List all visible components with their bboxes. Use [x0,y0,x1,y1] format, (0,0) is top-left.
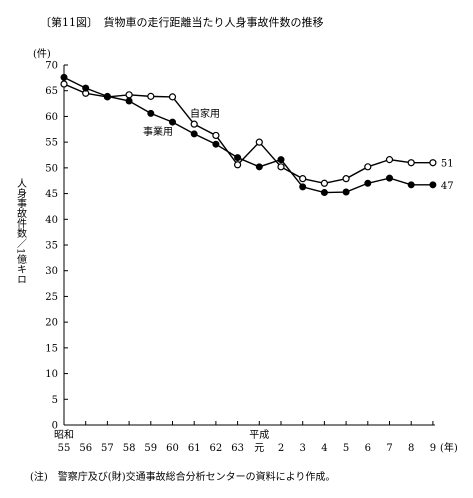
data-point [429,181,437,189]
data-point [103,92,111,100]
y-tick-label: 55 [45,138,58,149]
data-point [342,175,350,183]
y-tick-label: 15 [45,343,58,354]
x-tick-label: 57 [101,443,114,454]
data-point [60,73,68,81]
x-tick-label: 58 [123,443,136,454]
series-line [63,76,433,194]
data-point [234,161,242,169]
data-point [364,163,372,171]
y-tick-label: 65 [45,86,58,97]
series-end-label: 47 [441,181,454,192]
y-axis-label: 人身事故件数／1億キロ [15,178,27,285]
series-line [63,83,433,185]
y-tick-label: 5 [52,395,58,406]
data-point [364,179,372,187]
data-point [212,140,220,148]
x-tick-label: 59 [144,443,157,454]
y-tick-label: 25 [45,292,58,303]
axes [63,64,435,426]
x-tick-label: 2 [278,443,284,454]
x-tick-label: 5 [343,443,349,454]
x-axis-unit: (年) [440,441,458,454]
data-point [125,91,133,99]
data-point [320,179,328,187]
data-point [277,163,285,171]
y-tick-label: 10 [45,369,58,380]
x-tick-label: 63 [231,443,244,454]
data-point [212,131,220,140]
series-group [60,73,437,197]
x-tick-label: 61 [188,443,201,454]
data-point [168,93,177,101]
era-label: 昭和 [54,429,74,441]
x-tick-label: 55 [58,443,71,454]
series-1 [60,80,437,187]
x-tick-label: 60 [166,443,179,454]
y-tick-label: 70 [45,61,58,72]
chart-title: 〔第11図〕 貨物車の走行距離当たり人身事故件数の推移 [40,15,324,29]
data-point [342,188,350,196]
data-point [255,163,263,171]
data-point [147,109,155,117]
x-tick-label: 4 [321,443,327,454]
source-note: (注) 警察庁及び(財)交通事故総合分析センターの資料により作成。 [30,470,335,483]
data-point [299,175,307,183]
data-point [82,84,90,92]
data-point [147,92,155,100]
series-name-label: 自家用 [190,107,220,120]
y-tick-label: 50 [45,163,58,174]
x-tick-labels: 55 56 57 58 59 60 61 62 63 元 2 3 4 5 6 7 8 9昭和 平成 [54,429,436,454]
y-tick-label: 40 [45,215,58,226]
y-tick-label: 60 [45,112,58,123]
data-point [125,97,133,105]
data-point [169,118,176,126]
y-tick-labels: 0 5 10 15 20 25 30 35 40 45 50 55 60 65 70 [45,61,58,432]
data-point [429,159,437,167]
series-name-label: 事業用 [143,125,173,138]
x-tick-label: 9 [430,443,436,454]
y-tick-label: 0 [52,421,58,432]
data-point [277,156,285,164]
x-tick-label: 56 [79,443,92,454]
data-point [60,80,68,88]
x-tick-label: 62 [210,443,223,454]
y-tick-label: 30 [45,266,58,277]
data-point [320,189,328,197]
x-tick-label: 3 [300,443,306,454]
data-point [234,154,242,162]
y-tick-label: 35 [45,241,58,252]
series-end-label: 51 [441,159,454,170]
data-point [386,174,393,182]
data-point [407,181,415,189]
data-point [190,130,198,138]
x-tick-label: 元 [254,443,264,454]
y-tick-label: 20 [45,318,58,329]
x-tick-label: 7 [386,443,392,454]
y-axis-unit: (件) [33,48,51,60]
data-point [385,156,394,164]
series-2 [60,73,437,197]
x-tick-label: 6 [365,443,371,454]
series-labels: 自家用 51 事業用 47 [143,107,454,192]
x-tick-label: 8 [408,443,414,454]
data-point [255,138,263,146]
data-point [407,159,415,167]
data-point [299,183,307,191]
era-label: 平成 [249,429,269,441]
data-point [190,120,198,128]
y-tick-label: 45 [45,189,58,200]
